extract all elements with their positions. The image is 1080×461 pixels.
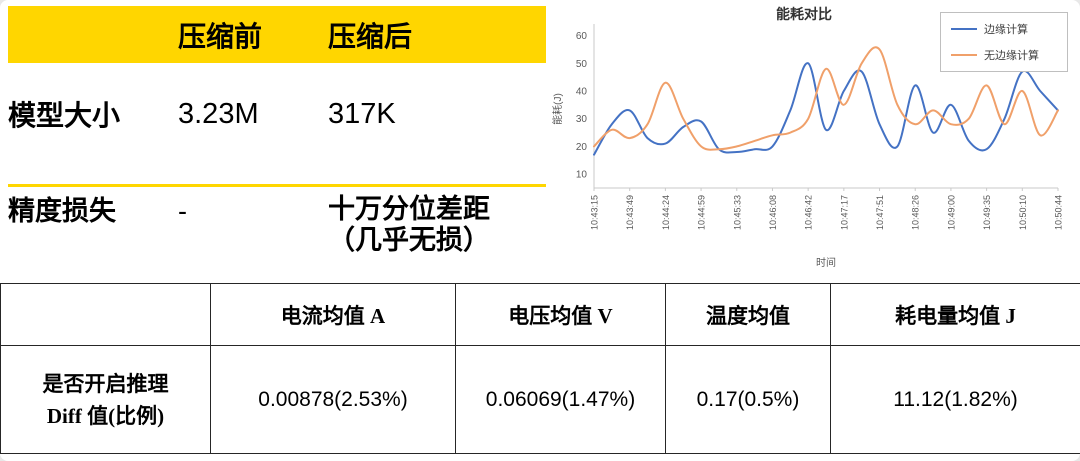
col-header-after-compression: 压缩后 <box>328 20 413 52</box>
metrics-row-label: 是否开启推理 Diff 值(比例) <box>0 345 211 454</box>
svg-text:10:48:26: 10:48:26 <box>911 195 921 230</box>
svg-text:10:47:51: 10:47:51 <box>875 195 885 230</box>
model-size-label: 模型大小 <box>8 100 121 131</box>
svg-text:10:46:08: 10:46:08 <box>768 195 778 230</box>
metrics-header-voltage: 电压均值 V <box>455 283 666 346</box>
metrics-value-energy: 11.12(1.82%) <box>830 345 1080 454</box>
metrics-row-label-line2: Diff 值(比例) <box>46 403 165 428</box>
svg-text:10:45:33: 10:45:33 <box>732 195 742 230</box>
metrics-data-row: 是否开启推理 Diff 值(比例) 0.00878(2.53%) 0.06069… <box>0 345 1080 454</box>
svg-text:10:46:42: 10:46:42 <box>804 195 814 230</box>
model-size-after-value: 317K <box>328 97 396 130</box>
energy-comparison-chart: 能耗对比 10 20 30 40 50 60 10:43:15 10:43:49 10:44:2… <box>548 0 1080 280</box>
svg-text:10:50:10: 10:50:10 <box>1018 195 1028 230</box>
svg-text:10:44:24: 10:44:24 <box>661 195 671 230</box>
svg-text:60: 60 <box>576 31 588 42</box>
svg-text:50: 50 <box>576 59 588 70</box>
row-precision-loss: 精度损失 - 十万分位差距 （几乎无损） <box>8 194 546 256</box>
metrics-value-voltage: 0.06069(1.47%) <box>455 345 666 454</box>
precision-loss-label: 精度损失 <box>8 196 116 226</box>
precision-loss-after-value: 十万分位差距 （几乎无损） <box>320 194 546 256</box>
precision-loss-after-line1: 十万分位差距 <box>328 194 490 224</box>
metrics-value-current: 0.00878(2.53%) <box>210 345 456 454</box>
metrics-row-label-line1: 是否开启推理 <box>42 371 169 396</box>
row-model-size: 模型大小 3.23M 317K <box>8 86 546 142</box>
metrics-header-empty <box>0 283 211 346</box>
comparison-table-header: 压缩前 压缩后 <box>8 6 546 63</box>
legend-label-no-edge: 无边缘计算 <box>984 50 1039 62</box>
yellow-divider <box>8 184 546 187</box>
metrics-header-temperature: 温度均值 <box>665 283 831 346</box>
precision-loss-after-line2: （几乎无损） <box>328 225 490 255</box>
col-header-before-compression: 压缩前 <box>178 20 263 52</box>
svg-text:10:47:17: 10:47:17 <box>839 195 849 230</box>
legend-item-edge: 边缘计算 <box>951 21 1057 37</box>
legend-line-blue-icon <box>951 28 977 30</box>
svg-text:10:44:59: 10:44:59 <box>697 195 707 230</box>
metrics-header-current: 电流均值 A <box>210 283 456 346</box>
legend-line-orange-icon <box>951 54 977 56</box>
svg-text:10:43:15: 10:43:15 <box>590 195 600 230</box>
svg-text:30: 30 <box>576 114 588 125</box>
svg-text:40: 40 <box>576 86 588 97</box>
metrics-table: 电流均值 A 电压均值 V 温度均值 耗电量均值 J 是否开启推理 Diff 值… <box>0 283 1080 454</box>
svg-text:能耗(J): 能耗(J) <box>551 93 564 125</box>
svg-text:20: 20 <box>576 142 588 153</box>
energy-chart-plot: 10 20 30 40 50 60 10:43:15 10:43:49 10:44:24 10:4… <box>551 24 1064 269</box>
legend-label-edge: 边缘计算 <box>984 24 1028 36</box>
chart-title: 能耗对比 <box>776 6 832 22</box>
svg-text:10:49:00: 10:49:00 <box>946 195 956 230</box>
svg-text:10:49:35: 10:49:35 <box>982 195 992 230</box>
metrics-value-temperature: 0.17(0.5%) <box>665 345 831 454</box>
chart-legend: 边缘计算 无边缘计算 <box>940 12 1068 72</box>
legend-item-no-edge: 无边缘计算 <box>951 47 1057 63</box>
svg-text:10: 10 <box>576 170 588 181</box>
model-size-before-value: 3.23M <box>178 97 259 130</box>
metrics-header-row: 电流均值 A 电压均值 V 温度均值 耗电量均值 J <box>0 283 1080 346</box>
svg-text:10:43:49: 10:43:49 <box>625 195 635 230</box>
precision-loss-before-value: - <box>178 196 187 226</box>
svg-text:时间: 时间 <box>816 256 836 269</box>
metrics-header-energy: 耗电量均值 J <box>830 283 1080 346</box>
svg-text:10:50:44: 10:50:44 <box>1054 195 1064 230</box>
